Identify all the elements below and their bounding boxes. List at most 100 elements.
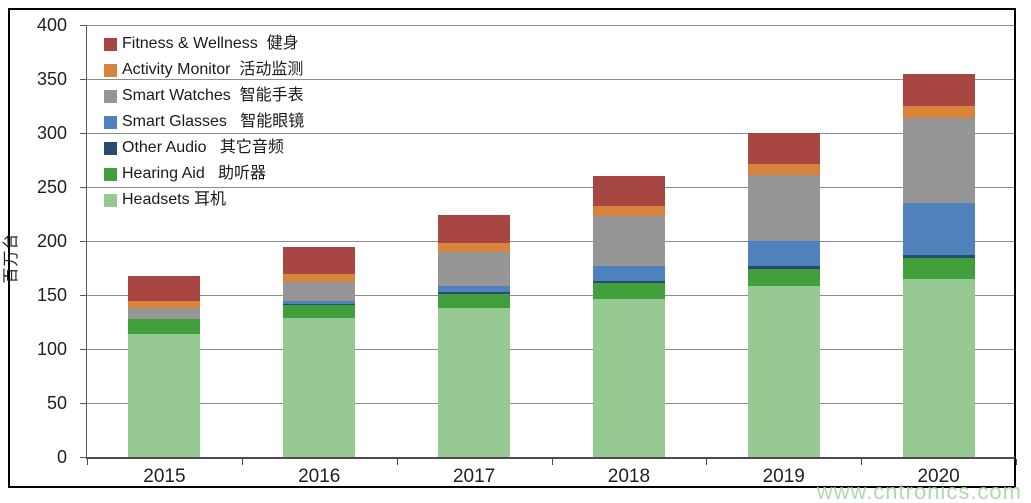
x-axis-tick-5	[861, 459, 863, 465]
bar-segment-2015-6	[128, 275, 201, 302]
bar-segment-2016-0	[283, 317, 356, 457]
bar-segment-2016-3	[283, 301, 356, 304]
bar-group-2020	[902, 73, 975, 457]
x-axis-tick-2	[396, 459, 398, 465]
bar-segment-2017-2	[438, 291, 511, 294]
bar-segment-2015-1	[128, 318, 201, 334]
gridline-250	[87, 187, 1014, 188]
y-tick-label-100: 100	[36, 339, 67, 359]
legend-swatch-icon	[104, 167, 117, 181]
bar-segment-2018-6	[592, 176, 665, 207]
x-tick-label-2017: 2017	[452, 466, 496, 487]
x-tick-label-2020: 2020	[917, 466, 960, 487]
legend-label: Activity Monitor 活动监测	[122, 61, 304, 78]
bar-group-2016	[283, 247, 356, 457]
x-axis-tick-0	[87, 459, 88, 465]
legend-swatch-icon	[104, 115, 117, 129]
x-tick-label-2018: 2018	[607, 466, 651, 487]
bar-group-2017	[438, 215, 511, 457]
bar-segment-2015-0	[128, 333, 201, 457]
bar-segment-2020-2	[902, 255, 975, 259]
y-axis-tick-150	[80, 295, 86, 296]
legend-swatch-icon	[104, 89, 117, 103]
y-tick-label-350: 350	[36, 69, 67, 89]
x-tick-label-2019: 2019	[762, 466, 805, 487]
bar-segment-2019-1	[747, 269, 820, 287]
legend-swatch-icon	[104, 141, 117, 155]
bar-segment-2020-6	[902, 73, 975, 106]
legend-item-1: Activity Monitor 活动监测	[104, 57, 304, 83]
y-axis-tick-100	[80, 349, 86, 350]
bar-segment-2016-6	[283, 247, 356, 275]
gridline-400	[87, 25, 1014, 26]
bar-segment-2019-2	[747, 265, 820, 270]
bar-segment-2019-4	[747, 175, 820, 241]
x-axis-tick-6	[1016, 459, 1017, 465]
x-axis-tick-1	[241, 459, 243, 465]
y-axis-tick-250	[80, 187, 86, 188]
bar-segment-2018-5	[592, 206, 665, 217]
legend-item-5: Hearing Aid 助听器	[104, 161, 304, 187]
bar-segment-2019-6	[747, 133, 820, 165]
bar-segment-2018-0	[592, 299, 665, 457]
y-tick-label-0: 0	[56, 447, 67, 467]
legend-swatch-icon	[104, 193, 117, 207]
bar-segment-2017-4	[438, 251, 511, 287]
legend-label: Other Audio 其它音频	[122, 139, 284, 156]
gridline-100	[87, 349, 1014, 350]
bar-segment-2020-5	[902, 106, 975, 118]
watermark: www.cntronics.com	[816, 479, 1022, 503]
x-axis-line	[86, 457, 1015, 459]
y-axis-tick-200	[80, 241, 86, 242]
gridline-50	[87, 403, 1014, 404]
legend-swatch-icon	[104, 37, 117, 51]
bar-segment-2017-3	[438, 286, 511, 292]
legend: Fitness & Wellness 健身 Activity Monitor 活动…	[104, 31, 304, 213]
y-axis-tick-300	[80, 133, 86, 134]
bar-segment-2015-4	[128, 307, 201, 319]
y-tick-label-300: 300	[36, 123, 67, 143]
bar-segment-2016-2	[283, 303, 356, 305]
x-axis-tick-4	[706, 459, 708, 465]
legend-item-3: Smart Glasses 智能眼镜	[104, 109, 304, 135]
legend-item-2: Smart Watches 智能手表	[104, 83, 304, 109]
bar-segment-2016-5	[283, 274, 356, 283]
y-axis-tick-400	[80, 25, 86, 26]
bar-segment-2018-1	[592, 283, 665, 300]
gridline-350	[87, 79, 1014, 80]
y-axis-tick-350	[80, 79, 86, 80]
bar-segment-2019-5	[747, 164, 820, 176]
legend-item-4: Other Audio 其它音频	[104, 135, 304, 161]
x-tick-label-2015: 2015	[143, 466, 186, 487]
bar-segment-2020-1	[902, 258, 975, 279]
gridline-200	[87, 241, 1014, 242]
bar-segment-2017-6	[438, 215, 511, 244]
legend-item-0: Fitness & Wellness 健身	[104, 31, 304, 57]
legend-swatch-icon	[104, 63, 117, 77]
bar-segment-2017-5	[438, 243, 511, 252]
legend-label: Smart Glasses 智能眼镜	[122, 113, 305, 130]
bar-segment-2017-1	[438, 293, 511, 308]
bar-segment-2020-4	[902, 117, 975, 204]
gridline-300	[87, 133, 1014, 134]
bar-segment-2018-2	[592, 280, 665, 284]
y-tick-label-200: 200	[36, 231, 67, 251]
bar-segment-2019-0	[747, 286, 820, 457]
bar-segment-2020-3	[902, 203, 975, 256]
bar-segment-2016-1	[283, 304, 356, 318]
x-axis-tick-3	[551, 459, 553, 465]
y-tick-label-250: 250	[36, 177, 67, 197]
y-tick-label-50: 50	[46, 393, 67, 413]
y-axis-tick-50	[80, 403, 86, 404]
y-axis-line	[86, 25, 87, 458]
bar-segment-2017-0	[438, 307, 511, 457]
legend-label: Smart Watches 智能手表	[122, 87, 304, 104]
legend-label: Headsets 耳机	[122, 191, 227, 208]
gridline-150	[87, 295, 1014, 296]
legend-label: Hearing Aid 助听器	[122, 165, 267, 182]
legend-label: Fitness & Wellness 健身	[122, 35, 299, 52]
legend-item-6: Headsets 耳机	[104, 187, 304, 213]
y-tick-label-150: 150	[36, 285, 67, 305]
bar-group-2019	[747, 133, 820, 457]
